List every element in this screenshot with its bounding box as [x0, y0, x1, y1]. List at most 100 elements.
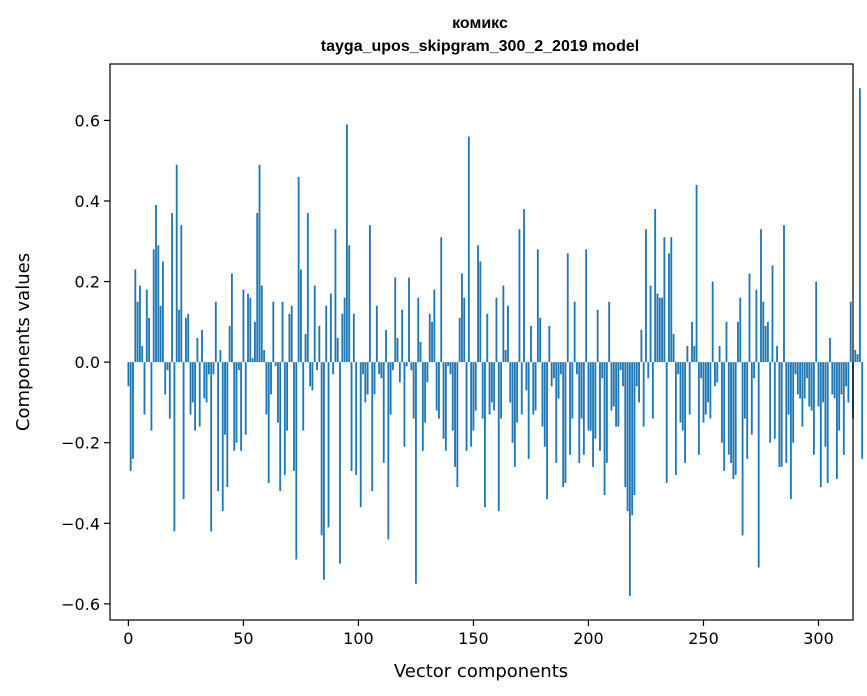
x-tick-label: 0 [123, 629, 133, 648]
bar-component-49 [240, 362, 243, 451]
bar-component-174 [527, 362, 530, 459]
bar-component-68 [283, 362, 286, 475]
bar-component-179 [539, 317, 542, 363]
bar-component-159 [493, 362, 496, 411]
bar-component-297 [810, 362, 813, 411]
bar-component-189 [562, 362, 565, 488]
bar-component-293 [801, 362, 804, 427]
bar-component-213 [617, 362, 620, 427]
bar-component-109 [378, 362, 381, 375]
bar-component-316 [854, 350, 857, 363]
bar-component-257 [718, 346, 721, 363]
bar-component-270 [748, 273, 751, 363]
bar-component-164 [504, 350, 507, 363]
bar-component-240 [679, 362, 682, 423]
bar-component-89 [332, 362, 335, 375]
bar-component-13 [157, 245, 160, 363]
bar-component-36 [210, 362, 213, 532]
bar-component-3 [134, 269, 137, 363]
bar-component-255 [714, 362, 716, 387]
bar-component-74 [297, 176, 300, 363]
bar-component-148 [467, 136, 470, 363]
bar-component-15 [161, 261, 164, 363]
bar-component-178 [536, 249, 539, 363]
bar-component-102 [362, 362, 364, 375]
bar-component-99 [355, 362, 358, 475]
bar-component-284 [780, 362, 783, 467]
bar-component-234 [665, 362, 668, 484]
bar-component-55 [254, 321, 256, 363]
bar-component-239 [677, 362, 680, 375]
bar-component-217 [626, 362, 629, 512]
bar-component-276 [762, 301, 765, 363]
bar-component-167 [511, 362, 514, 443]
x-axis-label: Vector components [394, 661, 568, 682]
bar-component-248 [697, 362, 700, 455]
bar-component-136 [440, 237, 443, 363]
bar-component-9 [148, 317, 151, 363]
bar-component-51 [244, 362, 247, 435]
bar-component-47 [235, 362, 238, 443]
bar-component-296 [808, 362, 811, 407]
bar-component-300 [817, 362, 820, 407]
bar-component-274 [757, 362, 760, 568]
x-tick-label: 100 [343, 629, 374, 648]
bar-component-10 [150, 362, 153, 431]
bar-component-165 [507, 305, 509, 363]
bar-component-23 [180, 225, 183, 363]
bar-component-64 [274, 362, 277, 367]
bar-component-261 [727, 362, 730, 455]
bar-component-104 [366, 362, 369, 395]
bar-component-204 [596, 309, 599, 363]
bar-component-27 [189, 362, 192, 415]
bar-component-170 [518, 229, 521, 363]
bar-component-201 [589, 362, 592, 431]
bar-component-169 [516, 362, 519, 423]
bar-component-185 [553, 362, 555, 379]
bar-component-18 [168, 362, 171, 419]
bar-component-35 [207, 362, 210, 375]
bar-component-81 [313, 285, 316, 363]
bar-component-33 [203, 362, 206, 399]
bar-component-117 [396, 337, 399, 363]
bar-component-232 [661, 297, 663, 363]
bar-component-83 [318, 325, 321, 363]
bar-component-168 [513, 362, 516, 467]
bar-component-12 [155, 205, 157, 363]
bar-component-208 [605, 362, 608, 463]
x-tick-label: 300 [803, 629, 834, 648]
bar-component-205 [599, 362, 601, 451]
bar-component-101 [359, 362, 362, 508]
bar-component-25 [184, 317, 187, 363]
bar-component-319 [861, 362, 864, 459]
bar-component-269 [746, 362, 749, 459]
bar-component-215 [622, 362, 624, 387]
bar-component-121 [405, 362, 408, 367]
bar-component-72 [293, 362, 295, 471]
x-tick-label: 200 [573, 629, 604, 648]
bar-component-39 [217, 362, 220, 492]
x-axis-ticks: 0 50 100 150 200 250 300 [123, 620, 834, 648]
bar-component-282 [776, 346, 779, 363]
bar-component-44 [228, 325, 231, 363]
bar-component-130 [426, 362, 429, 383]
bar-component-227 [649, 285, 652, 363]
bar-component-314 [849, 301, 852, 363]
x-tick-label: 150 [458, 629, 489, 648]
bar-component-66 [279, 362, 282, 492]
bar-component-291 [796, 362, 799, 395]
bar-component-304 [826, 362, 829, 484]
y-axis-ticks: −0.6 −0.4 −0.2 0.0 0.2 0.4 0.6 [61, 111, 110, 614]
bar-component-75 [300, 269, 302, 363]
bar-component-111 [382, 362, 385, 463]
bar-component-7 [143, 362, 146, 415]
bar-component-143 [456, 362, 459, 488]
bar-component-147 [465, 362, 468, 451]
bar-component-202 [592, 362, 594, 467]
bar-component-308 [835, 362, 838, 479]
bar-component-78 [306, 213, 309, 363]
bar-component-59 [263, 350, 266, 363]
bar-component-98 [352, 313, 355, 363]
bar-component-281 [773, 362, 776, 439]
bar-component-203 [594, 362, 597, 439]
